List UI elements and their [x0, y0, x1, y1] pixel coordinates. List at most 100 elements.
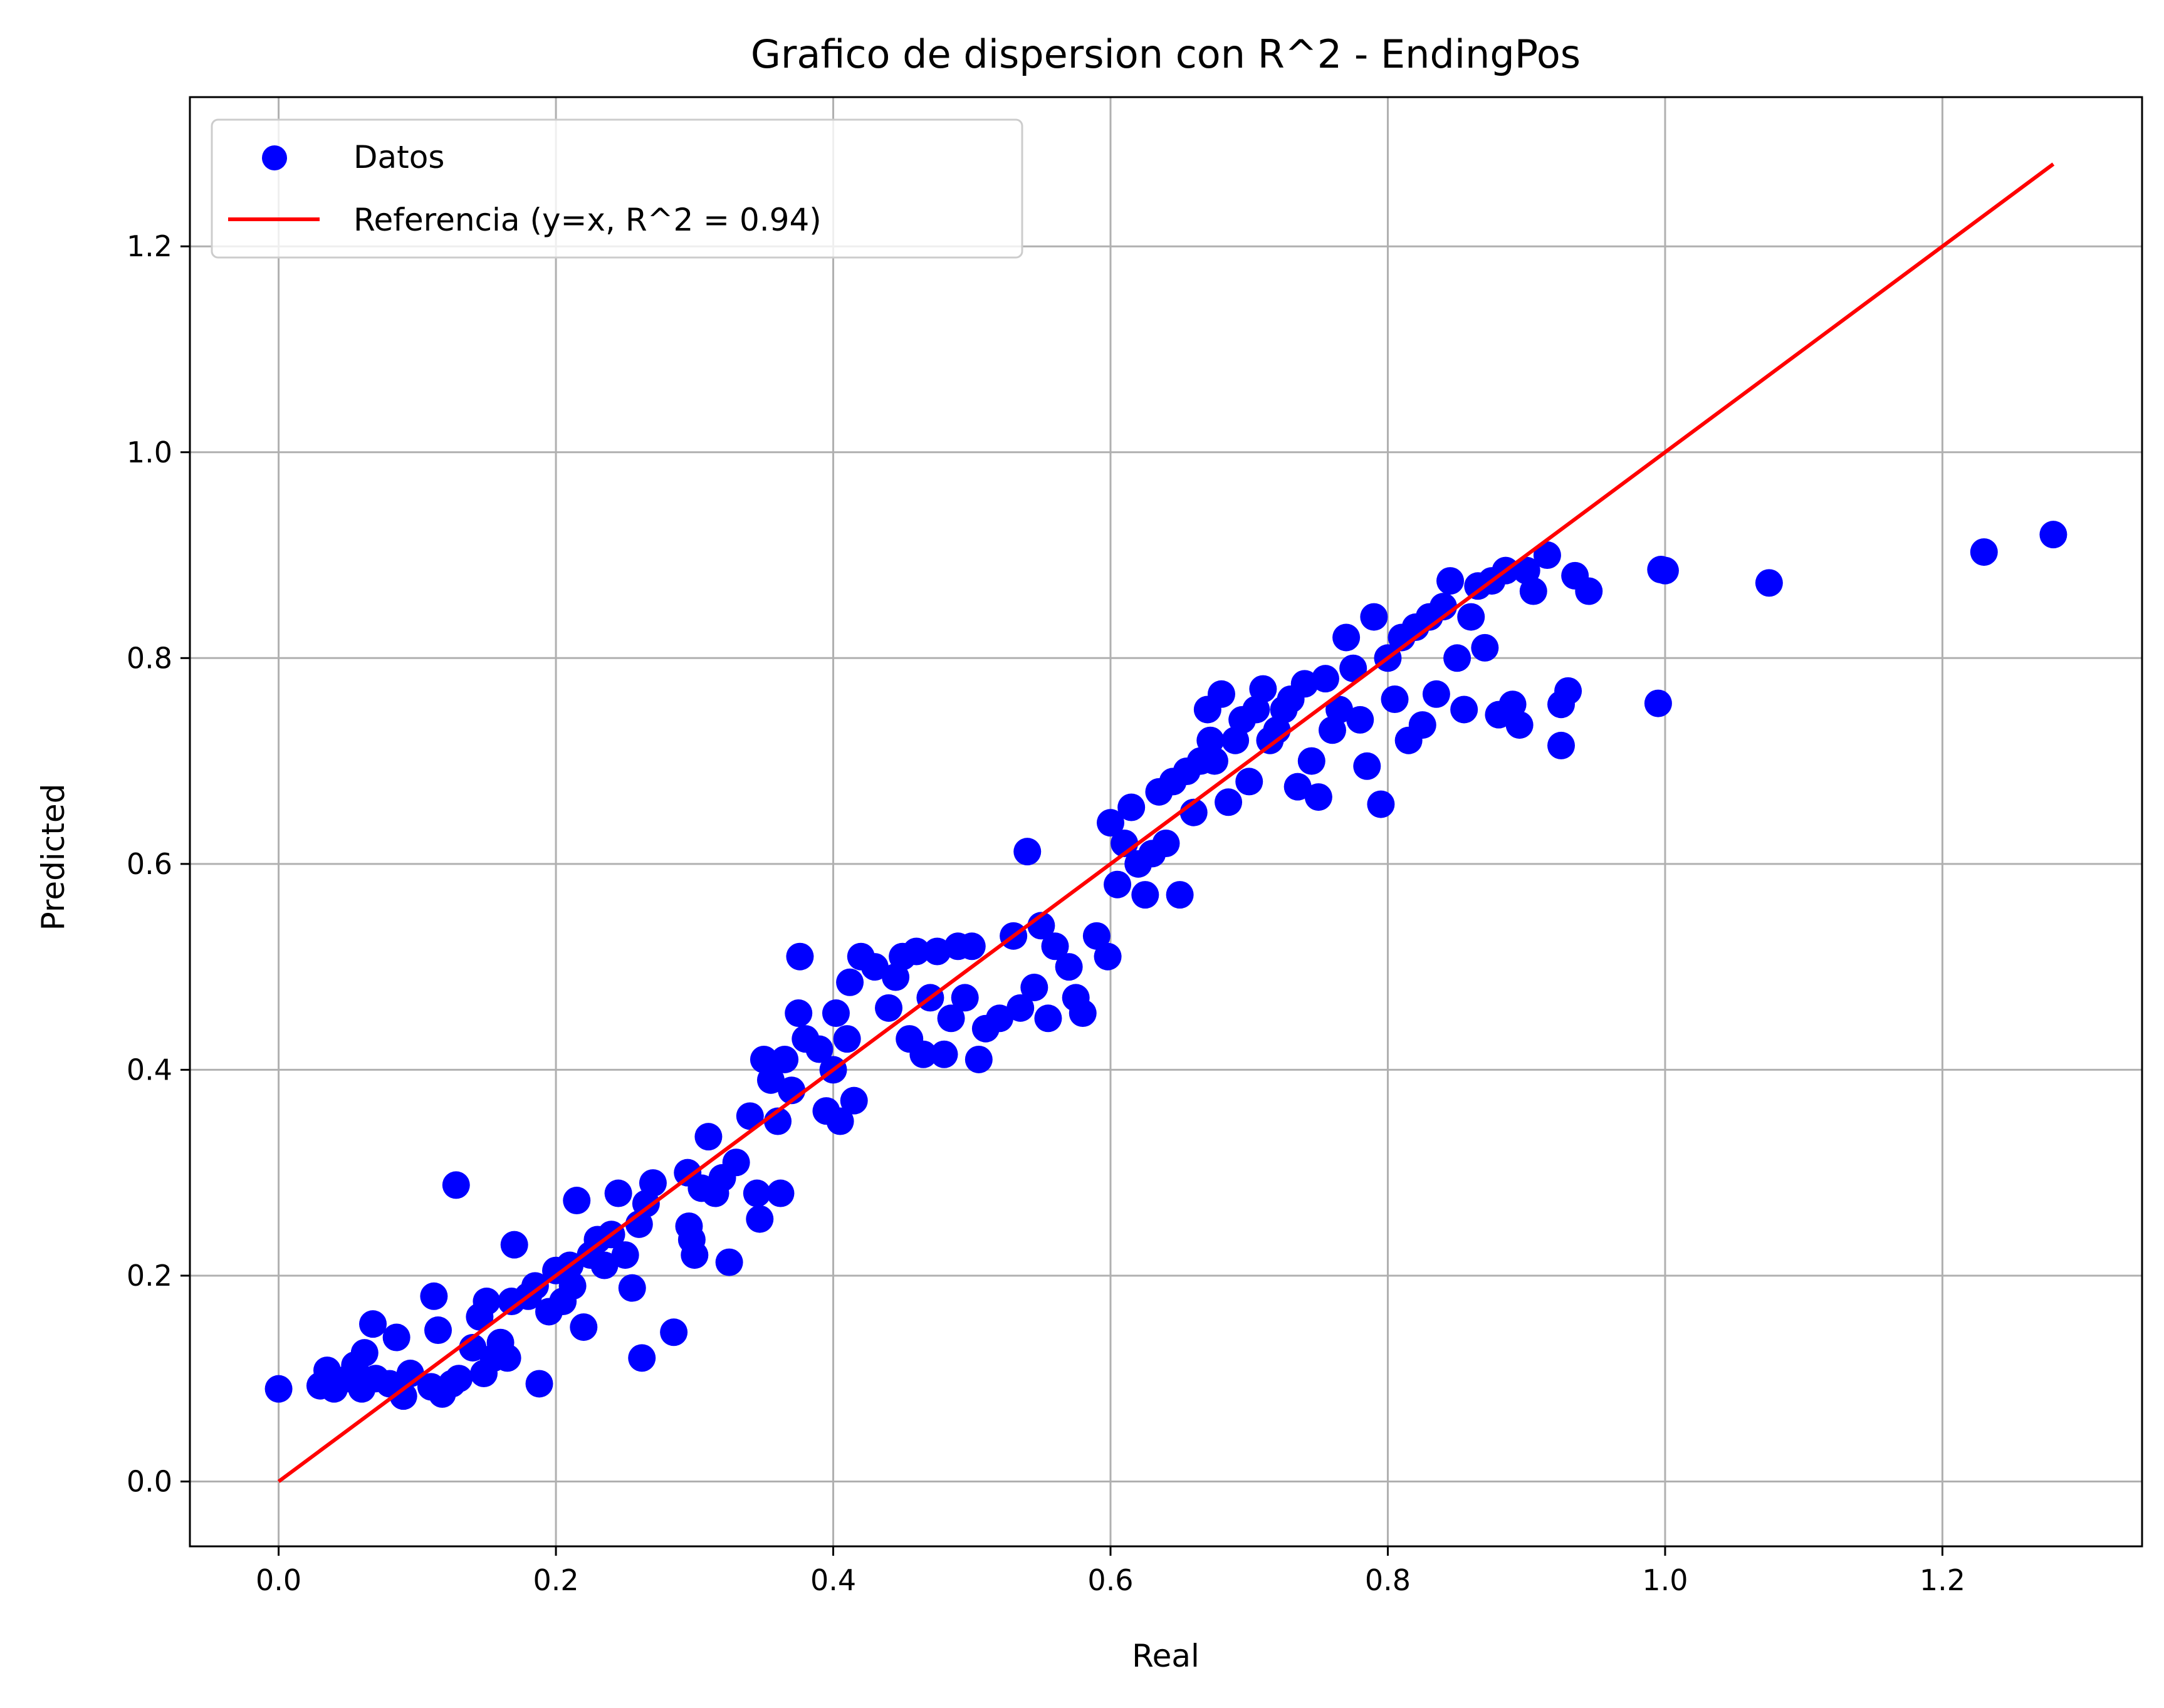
data-point [1235, 768, 1263, 796]
data-point [590, 1251, 619, 1279]
data-point [1457, 603, 1485, 631]
reference-line [277, 162, 2055, 1483]
data-point [2039, 521, 2067, 549]
data-point [1575, 577, 1603, 605]
data-point [923, 937, 951, 966]
data-point [756, 1066, 785, 1094]
data-point [1450, 695, 1478, 724]
data-point [1215, 788, 1243, 816]
reference-line-group [277, 162, 2055, 1483]
chart-title: Grafico de dispersion con R^2 - EndingPo… [751, 31, 1581, 77]
data-point [570, 1313, 598, 1341]
data-point [1408, 711, 1436, 739]
data-point [1346, 706, 1374, 734]
data-point [1034, 1004, 1062, 1033]
data-point [558, 1272, 587, 1300]
data-point [1290, 670, 1319, 698]
data-point [264, 1375, 293, 1403]
data-point [1097, 809, 1125, 837]
data-point [1041, 932, 1069, 961]
legend: Datos Referencia (y=x, R^2 = 0.94) [211, 118, 1023, 259]
legend-box [211, 118, 1023, 259]
y-tick-label: 1.0 [127, 435, 172, 469]
data-point [902, 937, 931, 966]
data-point [826, 1107, 854, 1135]
y-tick-label: 0.0 [127, 1465, 172, 1499]
data-point [1436, 567, 1465, 595]
data-point [389, 1382, 417, 1410]
data-point [1196, 726, 1225, 754]
data-point [1353, 752, 1381, 780]
data-point [604, 1179, 632, 1207]
data-point [639, 1169, 667, 1197]
data-point [1006, 994, 1035, 1022]
data-point [681, 1241, 709, 1269]
x-tick-label: 0.6 [1087, 1563, 1133, 1597]
plot-frame [189, 96, 2143, 1548]
data-point [1297, 747, 1325, 775]
data-point [1519, 577, 1547, 605]
data-point [1207, 680, 1235, 708]
data-point [1094, 942, 1122, 971]
data-point [1304, 783, 1332, 811]
data-point [785, 999, 813, 1028]
data-points [264, 521, 2067, 1410]
data-point [350, 1339, 379, 1367]
x-tick-label: 0.4 [810, 1563, 856, 1597]
data-point [743, 1179, 771, 1207]
data-point [1554, 677, 1582, 705]
data-point [1117, 793, 1146, 821]
data-point [766, 1179, 795, 1207]
data-point [986, 1004, 1014, 1033]
data-point [628, 1344, 656, 1372]
grid-lines [190, 97, 2142, 1546]
data-point [937, 1004, 965, 1033]
data-point [618, 1274, 646, 1302]
data-point [1249, 675, 1277, 703]
x-tick-label: 0.0 [256, 1563, 301, 1597]
data-point [500, 1231, 528, 1259]
y-axis-ticks: 0.0 0.2 0.4 0.6 0.8 1.0 1.2 [127, 229, 190, 1499]
data-point [611, 1241, 639, 1269]
data-point [722, 1148, 750, 1177]
data-point [521, 1272, 549, 1300]
data-point [930, 1040, 958, 1068]
data-point [1360, 603, 1388, 631]
data-point [833, 1025, 861, 1053]
y-axis-label: Predicted [35, 784, 71, 931]
legend-label-referencia: Referencia (y=x, R^2 = 0.94) [353, 202, 822, 238]
data-point [1325, 695, 1354, 724]
data-point [563, 1187, 591, 1215]
data-point [805, 1035, 834, 1063]
data-point [1651, 556, 1679, 585]
data-point [1422, 680, 1450, 708]
data-point [1547, 731, 1576, 759]
data-point [525, 1370, 553, 1398]
data-point [1104, 870, 1132, 898]
data-point [951, 984, 979, 1012]
data-point [1471, 633, 1499, 662]
data-point [1069, 999, 1097, 1028]
x-tick-label: 1.2 [1920, 1563, 1965, 1597]
data-point [1311, 665, 1339, 693]
data-point [1283, 773, 1312, 801]
x-axis-ticks: 0.0 0.2 0.4 0.6 0.8 1.0 1.2 [256, 1546, 1965, 1597]
data-point [1131, 881, 1159, 909]
data-point [1020, 973, 1048, 1001]
legend-label-datos: Datos [353, 139, 444, 175]
y-tick-label: 0.4 [127, 1053, 172, 1086]
data-point [958, 932, 986, 961]
data-point [786, 942, 814, 971]
data-point [771, 1045, 799, 1073]
data-point [424, 1316, 452, 1345]
data-point [660, 1318, 688, 1346]
data-point [442, 1171, 470, 1199]
data-point [420, 1282, 448, 1310]
data-point [1152, 829, 1180, 857]
data-point [1533, 541, 1561, 570]
x-tick-label: 0.2 [533, 1563, 578, 1597]
data-point [694, 1123, 723, 1151]
y-tick-label: 0.6 [127, 847, 172, 881]
data-point [836, 968, 864, 996]
